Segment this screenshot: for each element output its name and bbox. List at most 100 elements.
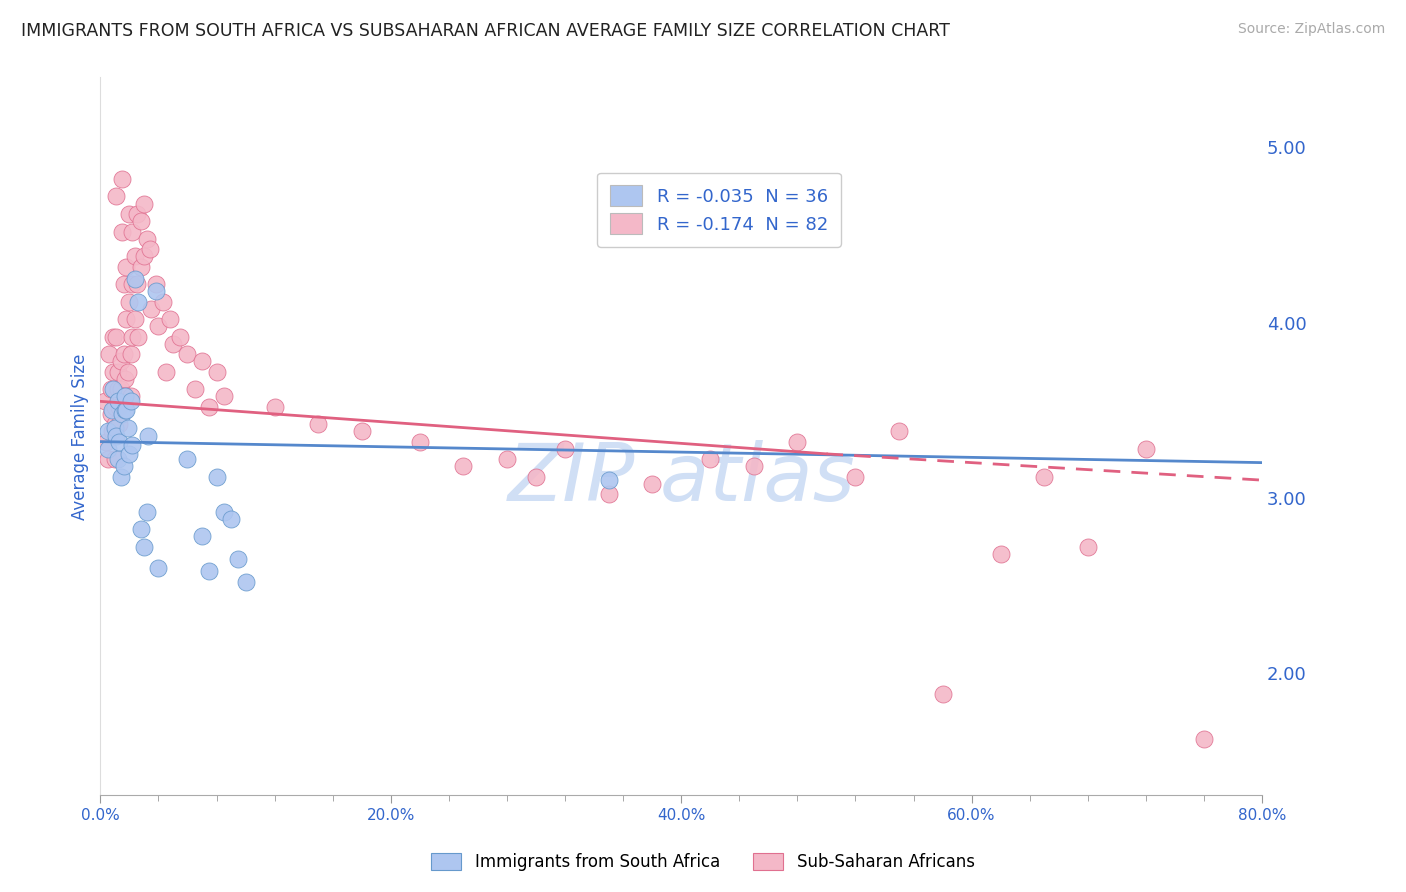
Point (101, 403, 124, 417)
Point (191, 354, 214, 368)
Point (105, 429, 128, 443)
Text: ZIP atlas: ZIP atlas (508, 441, 855, 518)
Point (101, 424, 124, 438)
Point (159, 312, 181, 326)
Point (108, 400, 131, 414)
Text: Source: ZipAtlas.com: Source: ZipAtlas.com (1237, 22, 1385, 37)
Point (104, 400, 127, 414)
Point (125, 277, 148, 291)
Point (198, 400, 221, 414)
Point (598, 473, 620, 487)
Point (1077, 540, 1099, 554)
Point (120, 347, 142, 361)
Point (219, 511, 242, 525)
Point (263, 400, 285, 414)
Point (1135, 442, 1157, 456)
Point (120, 394, 142, 409)
Point (350, 424, 373, 438)
Point (409, 434, 432, 449)
Point (124, 272, 146, 286)
Point (138, 242, 160, 256)
Point (110, 354, 132, 368)
Point (786, 434, 808, 449)
Point (118, 447, 141, 461)
Legend: Immigrants from South Africa, Sub-Saharan Africans: Immigrants from South Africa, Sub-Sahara… (423, 845, 983, 880)
Point (104, 452, 127, 467)
Point (124, 249, 146, 263)
Point (124, 312, 146, 326)
Point (135, 231, 157, 245)
Point (111, 172, 134, 186)
Point (152, 294, 174, 309)
Point (125, 207, 148, 221)
Point (132, 196, 155, 211)
Point (115, 403, 138, 417)
Point (641, 476, 664, 491)
Point (205, 469, 228, 483)
Point (496, 452, 519, 467)
Point (114, 371, 136, 385)
Point (121, 225, 143, 239)
Point (104, 417, 127, 431)
Point (121, 277, 143, 291)
Point (155, 365, 177, 379)
Point (107, 382, 129, 396)
Point (887, 424, 910, 438)
Point (115, 312, 138, 326)
Y-axis label: Average Family Size: Average Family Size (72, 353, 89, 519)
Point (108, 417, 131, 431)
Point (117, 365, 139, 379)
Point (111, 407, 134, 421)
Point (108, 434, 131, 449)
Point (117, 420, 139, 434)
Point (191, 529, 214, 543)
Point (598, 487, 620, 501)
Legend: R = -0.035  N = 36, R = -0.174  N = 82: R = -0.035 N = 36, R = -0.174 N = 82 (598, 173, 841, 247)
Point (114, 403, 136, 417)
Point (198, 564, 221, 578)
Point (1033, 469, 1056, 483)
Point (107, 365, 129, 379)
Point (990, 547, 1012, 561)
Point (129, 522, 152, 536)
Point (148, 319, 170, 334)
Point (205, 365, 228, 379)
Point (104, 420, 127, 434)
Point (212, 389, 235, 403)
Point (524, 469, 547, 483)
Point (107, 452, 129, 467)
Point (97, 424, 120, 438)
Point (145, 284, 167, 298)
Point (107, 394, 129, 409)
Point (103, 365, 125, 379)
Point (169, 329, 191, 343)
Point (100, 382, 122, 396)
Point (132, 540, 155, 554)
Point (118, 207, 141, 221)
Point (105, 329, 128, 343)
Point (1192, 732, 1215, 747)
Point (742, 459, 765, 474)
Point (212, 505, 235, 519)
Point (129, 214, 152, 228)
Point (121, 329, 143, 343)
Point (93, 394, 115, 409)
Point (105, 189, 128, 203)
Point (115, 260, 138, 274)
Point (226, 552, 249, 566)
Point (112, 459, 135, 474)
Point (121, 438, 143, 452)
Point (96, 434, 118, 449)
Point (136, 429, 159, 443)
Point (110, 469, 132, 483)
Point (103, 329, 125, 343)
Point (135, 505, 157, 519)
Point (97, 452, 120, 467)
Point (114, 389, 136, 403)
Point (127, 329, 149, 343)
Point (453, 459, 475, 474)
Point (148, 560, 170, 574)
Point (111, 225, 134, 239)
Point (114, 389, 136, 403)
Point (98, 347, 121, 361)
